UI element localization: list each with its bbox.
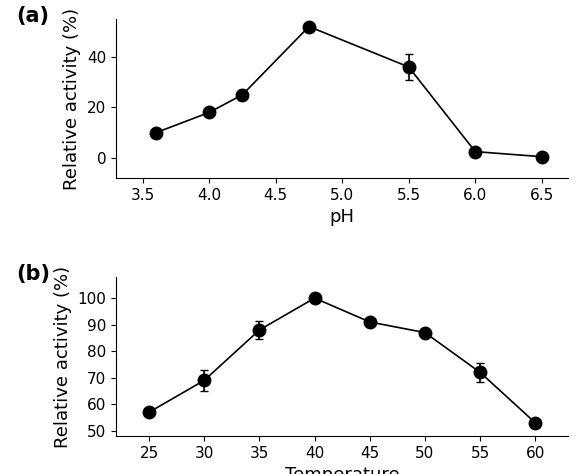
Y-axis label: Relative activity (%): Relative activity (%) (54, 265, 72, 447)
Y-axis label: Relative activity (%): Relative activity (%) (63, 8, 81, 190)
X-axis label: pH: pH (329, 209, 355, 227)
Text: (a): (a) (16, 6, 49, 26)
Text: (b): (b) (16, 264, 50, 284)
X-axis label: Temperature: Temperature (285, 466, 400, 474)
